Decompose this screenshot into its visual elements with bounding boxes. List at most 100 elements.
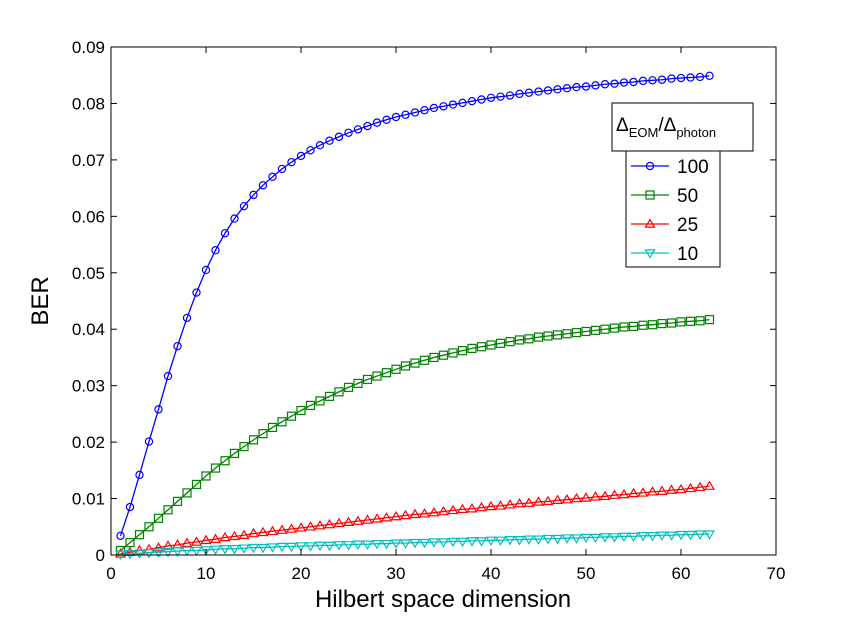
data-point [542, 534, 554, 545]
data-point [249, 190, 258, 200]
data-point [314, 519, 326, 530]
data-point [181, 537, 193, 547]
data-point [116, 531, 125, 541]
data-point [580, 533, 592, 544]
data-point [362, 374, 373, 385]
data-point [637, 487, 649, 497]
legend-label: 10 [677, 244, 698, 265]
data-point [296, 405, 306, 416]
data-point [609, 323, 620, 333]
x-tick-label: 50 [577, 564, 596, 583]
y-tick-label: 0.07 [72, 151, 105, 170]
data-point [182, 313, 192, 323]
data-point [409, 538, 421, 549]
legend-box [625, 150, 721, 268]
data-point [589, 533, 602, 544]
data-point [610, 79, 619, 88]
data-point [228, 530, 241, 541]
legend-item-10: 10 [631, 244, 698, 265]
data-point [333, 541, 345, 551]
data-point [276, 542, 288, 553]
data-point [144, 437, 154, 446]
data-point [486, 93, 496, 103]
data-point [562, 84, 572, 93]
data-point [361, 514, 374, 524]
data-point [656, 485, 668, 495]
data-point [496, 92, 505, 101]
data-point [239, 442, 249, 452]
data-point [258, 181, 268, 190]
data-point [295, 542, 307, 552]
data-point [409, 508, 421, 519]
data-point [172, 496, 183, 506]
data-point [458, 98, 467, 108]
data-point [514, 335, 525, 345]
legend-title-sub1: EOM [629, 125, 659, 140]
data-point [457, 346, 468, 356]
data-point [239, 201, 249, 211]
data-point [134, 530, 145, 540]
data-point [163, 505, 173, 515]
data-point [277, 164, 287, 174]
data-point [551, 534, 564, 545]
data-point [182, 488, 192, 498]
legend-label: 100 [677, 157, 709, 178]
data-point [201, 471, 211, 481]
data-point [173, 341, 182, 351]
data-point [238, 529, 250, 539]
data-point [315, 141, 325, 150]
y-tick-label: 0 [96, 546, 105, 565]
data-point [543, 331, 553, 341]
data-point [505, 91, 515, 100]
legend-item-100: 100 [631, 157, 709, 178]
series-10 [114, 530, 716, 561]
data-point [144, 522, 154, 532]
data-point [211, 245, 220, 255]
legend-title-box [611, 102, 754, 152]
data-point [277, 417, 287, 427]
data-point [153, 513, 164, 523]
data-point [344, 128, 353, 137]
data-point [456, 503, 469, 514]
data-point [334, 132, 344, 141]
data-point [704, 315, 715, 325]
y-tick-label: 0.04 [72, 320, 105, 339]
data-point [447, 504, 459, 515]
data-point [694, 530, 706, 540]
data-point [410, 108, 420, 117]
data-point [695, 72, 705, 82]
data-point [476, 342, 487, 352]
data-point [401, 110, 410, 119]
data-point [657, 318, 667, 329]
legend-items: 100 50 25 10 [631, 157, 709, 265]
x-tick-label: 40 [482, 564, 501, 583]
data-point [390, 510, 402, 521]
data-point [532, 535, 545, 545]
data-point [467, 343, 477, 354]
data-point [343, 382, 354, 392]
data-point [342, 541, 355, 551]
data-point [210, 463, 221, 473]
data-point [475, 537, 488, 547]
data-point [533, 332, 544, 342]
data-point [286, 411, 297, 421]
data-point [200, 546, 212, 556]
data-point [266, 525, 279, 536]
data-point [447, 537, 459, 548]
legend-item-25: 25 [631, 215, 698, 236]
legend-item-50: 50 [631, 186, 698, 207]
data-point [295, 522, 307, 532]
data-point [591, 81, 600, 90]
data-point [372, 371, 382, 381]
data-point [523, 535, 535, 545]
data-point [154, 405, 163, 414]
data-point [657, 75, 667, 84]
data-point [571, 328, 582, 338]
data-point [353, 125, 363, 134]
data-point [382, 115, 391, 125]
data-point [334, 387, 344, 397]
data-point [589, 491, 602, 501]
data-point [686, 73, 695, 82]
data-point [439, 102, 448, 111]
data-point [257, 543, 269, 554]
